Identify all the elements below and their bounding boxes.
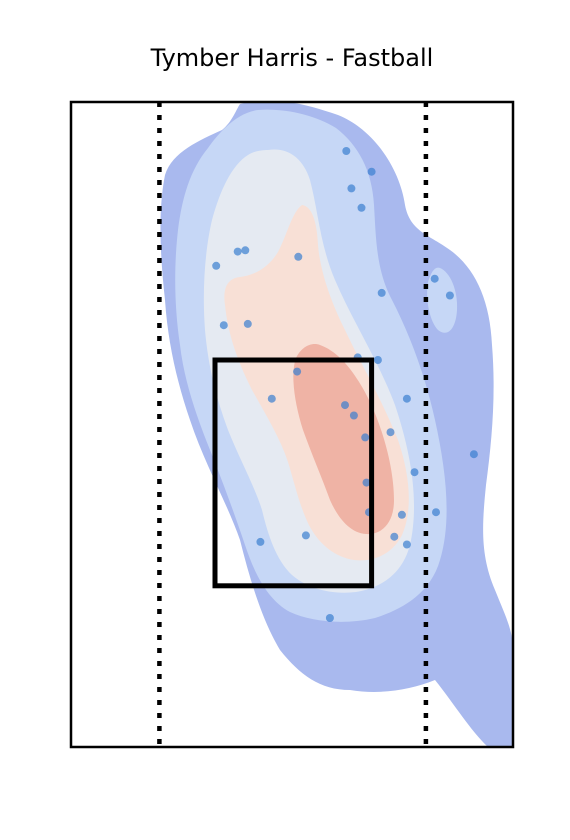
pitch-point (219, 321, 228, 330)
pitch-point (212, 261, 221, 270)
pitch-point (377, 288, 386, 297)
pitch-point (342, 147, 351, 155)
density-level-5 (293, 344, 394, 535)
pitch-point (357, 203, 366, 212)
density-level-side (427, 267, 458, 333)
pitch-point (349, 411, 358, 420)
pitch-point (341, 401, 349, 410)
chart-title: Tymber Harris - Fastball (150, 44, 434, 72)
pitch-point (390, 532, 399, 541)
pitch-points (212, 147, 478, 622)
pitch-point (386, 428, 395, 437)
pitch-point (367, 167, 376, 176)
pitch-point (267, 394, 276, 403)
pitch-point (325, 614, 334, 622)
pitch-point (233, 247, 242, 256)
pitch-point (397, 510, 406, 519)
pitch-point (362, 478, 371, 487)
pitch-point (432, 508, 440, 517)
plot-frame (69, 100, 515, 749)
pitch-point (373, 356, 382, 364)
pitch-point (445, 291, 454, 300)
pitch-point (361, 433, 370, 442)
pitch-point (469, 450, 478, 459)
pitch-point (301, 531, 310, 540)
pitch-point (243, 319, 252, 328)
plate-edges (157, 102, 429, 747)
pitch-point (347, 184, 356, 193)
pitch-point (402, 540, 411, 549)
pitch-point (256, 537, 265, 546)
pitch-point (241, 246, 250, 255)
pitch-point (430, 274, 439, 283)
pitch-point (294, 252, 303, 261)
pitch-point (410, 468, 419, 477)
strike-zone (212, 357, 375, 589)
pitch-point (293, 367, 302, 376)
pitch-point (402, 394, 411, 403)
